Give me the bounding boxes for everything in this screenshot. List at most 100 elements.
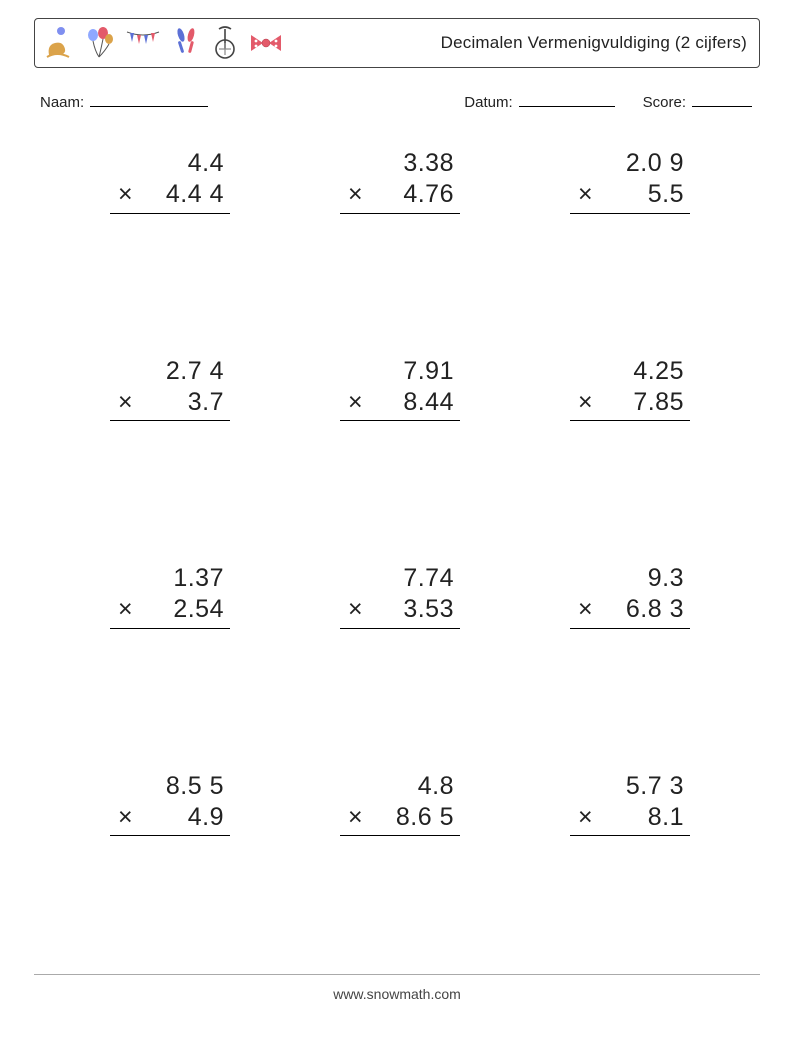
times-operator: × [348, 387, 363, 418]
times-operator: × [348, 179, 363, 210]
problem-rule [110, 420, 230, 421]
problem-rule [340, 420, 460, 421]
multiplier-row: × 3.53 [340, 594, 460, 625]
icon-strip [43, 25, 283, 61]
multiplier: 2.54 [173, 594, 224, 625]
times-operator: × [118, 594, 133, 625]
footer-text: www.snowmath.com [0, 986, 794, 1002]
problem-stack: 4.4× 4.4 4 [110, 148, 230, 214]
problem-stack: 3.38× 4.76 [340, 148, 460, 214]
multiplicand: 9.3 [570, 563, 690, 594]
problem-stack: 5.7 3× 8.1 [570, 771, 690, 837]
problem-rule [340, 835, 460, 836]
worksheet-title: Decimalen Vermenigvuldiging (2 cijfers) [441, 33, 747, 53]
multiplier-row: × 7.85 [570, 387, 690, 418]
problem-stack: 9.3× 6.8 3 [570, 563, 690, 629]
name-field: Naam: [40, 92, 208, 111]
multiplicand: 3.38 [340, 148, 460, 179]
multiplicand: 4.4 [110, 148, 230, 179]
times-operator: × [118, 387, 133, 418]
multiplier: 3.7 [188, 387, 224, 418]
problem-stack: 2.0 9× 5.5 [570, 148, 690, 214]
problem-rule [570, 628, 690, 629]
multiplier: 3.53 [403, 594, 454, 625]
multiplier: 4.76 [403, 179, 454, 210]
multiplicand: 1.37 [110, 563, 230, 594]
clubs-icon [171, 25, 201, 61]
problem: 4.8×8.6 5 [300, 763, 500, 971]
problem-rule [570, 835, 690, 836]
problem-stack: 7.91× 8.44 [340, 356, 460, 422]
multiplier-row: × 8.44 [340, 387, 460, 418]
multiplier: 4.9 [188, 802, 224, 833]
multiplicand: 8.5 5 [110, 771, 230, 802]
footer-rule [34, 974, 760, 975]
multiplicand: 2.0 9 [570, 148, 690, 179]
times-operator: × [578, 179, 593, 210]
problem: 4.4× 4.4 4 [70, 140, 270, 348]
problem-rule [110, 213, 230, 214]
seal-icon [43, 25, 75, 61]
multiplier: 7.85 [633, 387, 684, 418]
unicycle-icon [211, 25, 239, 61]
multiplier-row: ×8.6 5 [340, 802, 460, 833]
multiplicand: 7.91 [340, 356, 460, 387]
problem-rule [570, 213, 690, 214]
problem-stack: 7.74× 3.53 [340, 563, 460, 629]
date-blank[interactable] [519, 92, 615, 107]
times-operator: × [118, 179, 133, 210]
name-blank[interactable] [90, 92, 208, 107]
multiplicand: 5.7 3 [570, 771, 690, 802]
multiplicand: 4.8 [340, 771, 460, 802]
problem-stack: 4.25× 7.85 [570, 356, 690, 422]
multiplier: 8.1 [648, 802, 684, 833]
multiplier: 8.44 [403, 387, 454, 418]
multiplier-row: × 3.7 [110, 387, 230, 418]
problem-rule [340, 628, 460, 629]
problem: 2.0 9× 5.5 [530, 140, 730, 348]
problem: 2.7 4× 3.7 [70, 348, 270, 556]
date-field: Datum: [464, 92, 614, 111]
multiplier-row: × 5.5 [570, 179, 690, 210]
multiplier: 6.8 3 [626, 594, 684, 625]
times-operator: × [578, 594, 593, 625]
bowtie-icon [249, 31, 283, 55]
multiplier: 4.4 4 [166, 179, 224, 210]
multiplier-row: × 4.9 [110, 802, 230, 833]
multiplier-row: × 8.1 [570, 802, 690, 833]
problem-stack: 8.5 5× 4.9 [110, 771, 230, 837]
times-operator: × [578, 387, 593, 418]
score-label: Score: [643, 94, 686, 111]
multiplier: 5.5 [648, 179, 684, 210]
multiplier-row: × 4.4 4 [110, 179, 230, 210]
date-label: Datum: [464, 94, 512, 111]
multiplier-row: × 2.54 [110, 594, 230, 625]
times-operator: × [348, 594, 363, 625]
problem-stack: 4.8×8.6 5 [340, 771, 460, 837]
problem: 9.3× 6.8 3 [530, 555, 730, 763]
problem: 5.7 3× 8.1 [530, 763, 730, 971]
problem-rule [570, 420, 690, 421]
score-blank[interactable] [692, 92, 752, 107]
name-label: Naam: [40, 94, 84, 111]
problem: 3.38× 4.76 [300, 140, 500, 348]
multiplicand: 7.74 [340, 563, 460, 594]
problem-rule [110, 628, 230, 629]
problem-stack: 2.7 4× 3.7 [110, 356, 230, 422]
multiplicand: 4.25 [570, 356, 690, 387]
problem-rule [110, 835, 230, 836]
multiplicand: 2.7 4 [110, 356, 230, 387]
problem-rule [340, 213, 460, 214]
score-field: Score: [643, 92, 752, 111]
times-operator: × [578, 802, 593, 833]
multiplier-row: × 6.8 3 [570, 594, 690, 625]
balloons-icon [85, 25, 115, 61]
times-operator: × [118, 802, 133, 833]
multiplier-row: × 4.76 [340, 179, 460, 210]
problem: 4.25× 7.85 [530, 348, 730, 556]
fields-row: Naam: Datum: Score: [40, 92, 752, 111]
problem: 8.5 5× 4.9 [70, 763, 270, 971]
problem: 7.74× 3.53 [300, 555, 500, 763]
problem: 7.91× 8.44 [300, 348, 500, 556]
worksheet-page: Decimalen Vermenigvuldiging (2 cijfers) … [0, 0, 794, 1053]
